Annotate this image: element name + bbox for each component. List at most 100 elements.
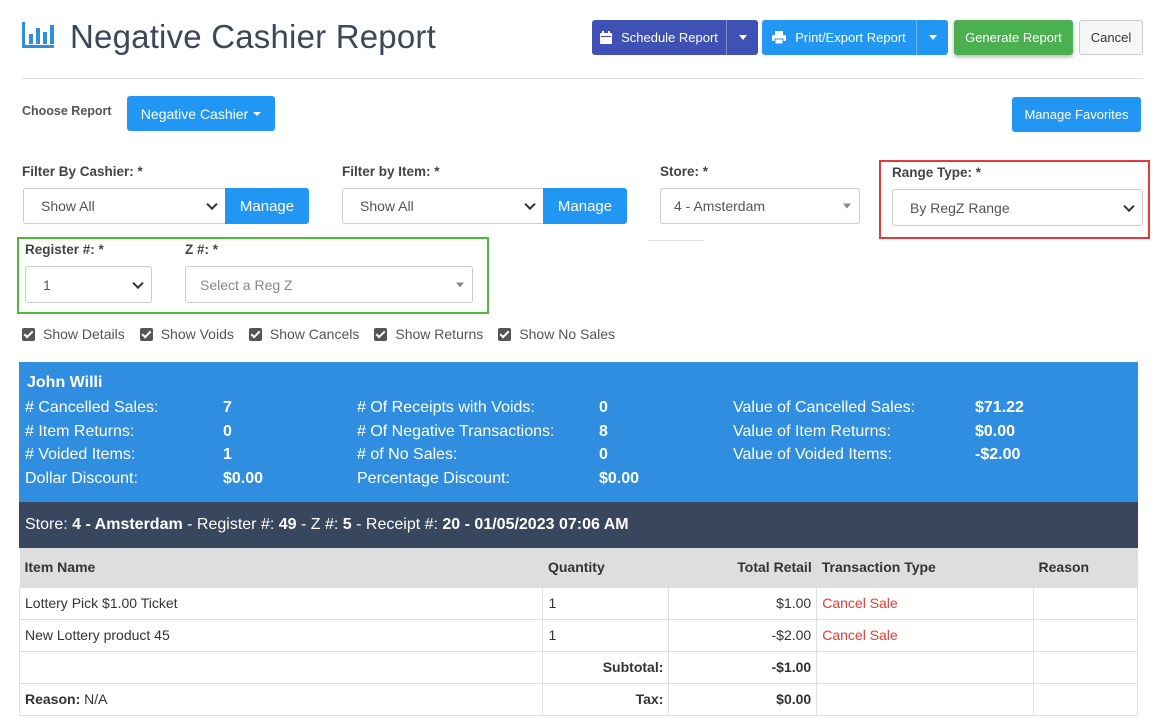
store-select[interactable]: 4 - Amsterdam xyxy=(660,188,860,224)
store-bar-store-value: 4 - Amsterdam xyxy=(72,516,183,533)
item-manage-button[interactable]: Manage xyxy=(543,188,627,224)
display-options: Show Details Show Voids Show Cancels Sho… xyxy=(22,326,615,342)
column-header: Quantity xyxy=(542,548,669,587)
range-type-select[interactable]: By RegZ Range xyxy=(892,189,1143,226)
cashier-summary-panel: John Willi # Cancelled Sales: 7 # Item R… xyxy=(19,362,1138,502)
summary-value: $71.22 xyxy=(975,399,1024,416)
transaction-type-cell: Cancel Sale xyxy=(816,618,1035,652)
summary-label: # Voided Items: xyxy=(25,446,136,463)
cashier-filter-value: Show All xyxy=(41,198,95,214)
show-cancels-label: Show Cancels xyxy=(269,326,360,342)
tax-value: $0.00 xyxy=(668,682,818,716)
chevron-down-icon xyxy=(206,198,218,211)
store-bar-receipt-value: 20 - 01/05/2023 07:06 AM xyxy=(442,516,629,533)
schedule-report-button-group: Schedule Report xyxy=(592,20,758,55)
page-title: Negative Cashier Report xyxy=(70,18,436,55)
column-header: Reason xyxy=(1033,548,1138,587)
register-z-highlight xyxy=(17,237,489,314)
checkbox-checked-icon xyxy=(22,327,35,341)
summary-value: 0 xyxy=(223,423,232,440)
summary-value: 8 xyxy=(599,423,608,440)
summary-label: Value of Voided Items: xyxy=(733,446,892,463)
item-filter-label: Filter by Item: * xyxy=(342,164,440,179)
caret-down-icon xyxy=(738,35,747,40)
store-value: 4 - Amsterdam xyxy=(674,198,766,214)
z-placeholder: Select a Reg Z xyxy=(200,276,293,293)
item-name-cell: Lottery Pick $1.00 Ticket xyxy=(18,586,544,620)
show-no-sales-label: Show No Sales xyxy=(519,326,616,342)
summary-value: $0.00 xyxy=(223,470,264,487)
reason-cell xyxy=(1033,586,1138,620)
store-bar-z-label: Z #: xyxy=(310,516,339,533)
chevron-down-icon xyxy=(524,198,536,211)
schedule-report-button[interactable]: Schedule Report xyxy=(592,20,726,55)
print-export-button[interactable]: Print/Export Report xyxy=(762,20,916,55)
range-type-highlight xyxy=(879,160,1150,239)
summary-label: Value of Cancelled Sales: xyxy=(733,399,916,416)
show-no-sales-checkbox[interactable]: Show No Sales xyxy=(498,326,615,342)
show-returns-checkbox[interactable]: Show Returns xyxy=(374,326,483,342)
caret-down-icon xyxy=(928,35,937,40)
summary-value: $0.00 xyxy=(975,423,1016,440)
summary-label: Dollar Discount: xyxy=(25,470,138,487)
store-bar-receipt-label: Receipt #: xyxy=(365,516,438,533)
item-name-cell: New Lottery product 45 xyxy=(18,618,544,652)
store-bar-z-value: 5 xyxy=(342,516,352,533)
column-header: Item Name xyxy=(19,548,543,587)
printer-icon xyxy=(772,31,787,44)
z-label: Z #: * xyxy=(185,242,219,257)
show-returns-label: Show Returns xyxy=(395,326,484,342)
summary-value: $0.00 xyxy=(599,470,640,487)
show-details-checkbox[interactable]: Show Details xyxy=(22,326,125,342)
header-divider xyxy=(22,78,1143,79)
bar-chart-icon xyxy=(22,22,54,48)
empty-cell xyxy=(18,650,544,684)
manage-favorites-button[interactable]: Manage Favorites xyxy=(1012,97,1141,132)
quantity-cell: 1 xyxy=(542,586,670,620)
print-export-dropdown[interactable] xyxy=(916,20,948,55)
chevron-down-icon xyxy=(132,277,144,289)
reason-summary-value: N/A xyxy=(84,691,108,707)
summary-label: # of No Sales: xyxy=(357,446,458,463)
item-filter-value: Show All xyxy=(360,198,414,214)
schedule-report-dropdown[interactable] xyxy=(726,20,758,55)
calendar-icon xyxy=(600,31,613,44)
quantity-cell: 1 xyxy=(542,618,670,652)
reason-cell xyxy=(1033,618,1138,652)
z-select[interactable]: Select a Reg Z xyxy=(185,266,473,303)
item-filter-select[interactable]: Show All xyxy=(342,188,544,224)
store-bar-register-value: 49 xyxy=(278,516,297,533)
cancel-button[interactable]: Cancel xyxy=(1079,20,1143,55)
summary-value: -$2.00 xyxy=(975,446,1021,463)
table-row: New Lottery product 45 1 -$2.00 Cancel S… xyxy=(18,618,1138,652)
tax-row: Reason: N/A Tax: $0.00 xyxy=(18,682,1138,716)
schedule-report-label: Schedule Report xyxy=(621,30,718,45)
total-retail-cell: -$2.00 xyxy=(668,618,818,652)
show-details-label: Show Details xyxy=(43,326,125,342)
subtotal-row: Subtotal: -$1.00 xyxy=(18,650,1138,684)
choose-report-value: Negative Cashier xyxy=(140,105,249,122)
table-header-row: Item Name Quantity Total Retail Transact… xyxy=(19,548,1138,587)
show-voids-checkbox[interactable]: Show Voids xyxy=(139,326,234,342)
show-cancels-checkbox[interactable]: Show Cancels xyxy=(248,326,360,342)
caret-down-icon xyxy=(253,111,262,116)
transactions-table: Item Name Quantity Total Retail Transact… xyxy=(18,548,1138,716)
reason-summary-cell: Reason: N/A xyxy=(18,682,544,716)
range-type-value: By RegZ Range xyxy=(910,199,1010,216)
generate-report-button[interactable]: Generate Report xyxy=(954,20,1073,55)
subtotal-value: -$1.00 xyxy=(668,650,818,684)
show-voids-label: Show Voids xyxy=(160,326,234,342)
summary-label: # Cancelled Sales: xyxy=(25,399,159,416)
cashier-filter-select[interactable]: Show All xyxy=(23,188,226,224)
register-select[interactable]: 1 xyxy=(25,266,152,303)
choose-report-dropdown[interactable]: Negative Cashier xyxy=(127,96,275,131)
cashier-filter-label: Filter By Cashier: * xyxy=(22,164,143,179)
reason-summary-label: Reason: xyxy=(25,691,81,707)
table-row: Lottery Pick $1.00 Ticket 1 $1.00 Cancel… xyxy=(18,586,1138,620)
print-export-label: Print/Export Report xyxy=(795,30,906,45)
register-label: Register #: * xyxy=(25,242,104,257)
cashier-name: John Willi xyxy=(27,374,103,391)
empty-cell xyxy=(1033,650,1138,684)
cashier-manage-button[interactable]: Manage xyxy=(225,188,309,224)
caret-down-icon xyxy=(843,203,851,209)
